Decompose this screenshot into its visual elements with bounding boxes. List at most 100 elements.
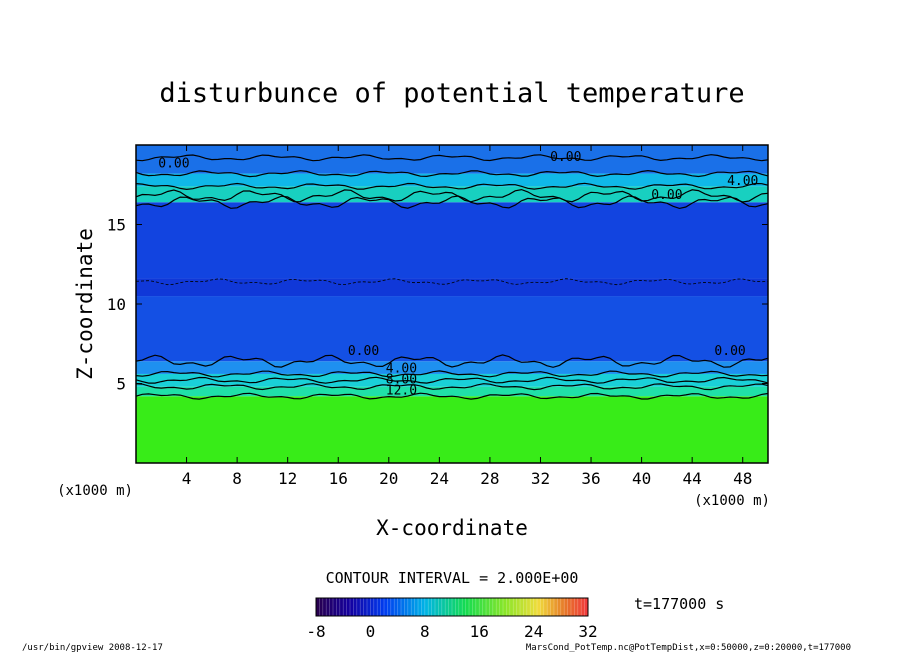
heatmap-layer xyxy=(136,186,768,203)
contour-line xyxy=(135,169,769,178)
colorbar-cell xyxy=(418,598,422,616)
colorbar-cell xyxy=(390,598,395,616)
colorbar-cell xyxy=(401,598,405,616)
colorbar-cell xyxy=(356,598,361,616)
heatmap-layer xyxy=(136,145,768,174)
colorbar-cell xyxy=(377,598,381,616)
contour-line xyxy=(135,354,769,368)
x-tick-label: 44 xyxy=(683,469,702,488)
contour-label: 0.00 xyxy=(714,344,745,359)
colorbar-cell xyxy=(530,598,534,616)
colorbar-cell xyxy=(329,598,334,616)
colorbar-cell xyxy=(414,598,419,616)
y-tick-label: 10 xyxy=(107,295,126,314)
colorbar-cell xyxy=(496,598,500,616)
colorbar-cell xyxy=(397,598,402,616)
colorbar-cell xyxy=(509,598,514,616)
colorbar-cell xyxy=(520,598,524,616)
contour-line xyxy=(135,278,769,286)
contour-label: 4.00 xyxy=(386,361,417,376)
colorbar-cell xyxy=(577,598,582,616)
colorbar-cell xyxy=(333,598,337,616)
colorbar-cell xyxy=(353,598,358,616)
colorbar-cell xyxy=(516,598,521,616)
x-unit-left: (x1000 m) xyxy=(57,483,133,499)
colorbar-cell xyxy=(384,598,388,616)
colorbar-cell xyxy=(533,598,538,616)
colorbar-cell xyxy=(547,598,551,616)
colorbar-cell xyxy=(475,598,480,616)
contour-line xyxy=(135,195,769,210)
contour-interval-label: CONTOUR INTERVAL = 2.000E+00 xyxy=(326,569,579,587)
contour-label: 0.00 xyxy=(550,150,581,165)
colorbar-cell xyxy=(404,598,409,616)
colorbar-tick-label: 32 xyxy=(578,622,597,641)
colorbar-tick-label: 16 xyxy=(470,622,489,641)
heatmap-layer xyxy=(136,173,768,187)
colorbar-cell xyxy=(489,598,494,616)
contour-label: 8.00 xyxy=(386,373,417,388)
colorbar-ticks: -8 0 8 16 24 32 xyxy=(306,622,597,641)
x-tick-label: 36 xyxy=(581,469,600,488)
contour-line xyxy=(135,188,769,203)
contour-line xyxy=(135,383,769,391)
colorbar-cell xyxy=(343,598,347,616)
colorbar-cell xyxy=(584,598,589,616)
colorbar-cell xyxy=(387,598,392,616)
colorbar-frame xyxy=(315,597,589,617)
colorbar-cell xyxy=(557,598,562,616)
colorbar-cell xyxy=(479,598,483,616)
x-tick-label: 32 xyxy=(531,469,550,488)
contour-line xyxy=(135,154,769,162)
colorbar-tick-label: -8 xyxy=(306,622,325,641)
x-tick-label: 8 xyxy=(232,469,242,488)
colorbar-cell xyxy=(360,598,364,616)
colorbar-cell xyxy=(506,598,511,616)
x-axis-title: X-coordinate xyxy=(376,516,528,540)
colorbar-cell xyxy=(424,598,429,616)
colorbar-cell xyxy=(472,598,477,616)
colorbar-cell xyxy=(567,598,572,616)
chart-title: disturbunce of potential temperature xyxy=(159,78,744,109)
colorbar-cell xyxy=(550,598,555,616)
colorbar-cell xyxy=(503,598,507,616)
colorbar-cell xyxy=(492,598,497,616)
colorbar-cell xyxy=(346,598,351,616)
footer-left: /usr/bin/gpview 2008-12-17 xyxy=(22,643,163,653)
colorbar-cell xyxy=(380,598,385,616)
colorbar-cell xyxy=(462,598,466,616)
colorbar-cell xyxy=(465,598,470,616)
colorbar-cell xyxy=(513,598,517,616)
colorbar-cell xyxy=(421,598,426,616)
colorbar-cell xyxy=(455,598,460,616)
colorbar-cell xyxy=(543,598,548,616)
colorbar-cell xyxy=(438,598,443,616)
colorbar-cell xyxy=(458,598,463,616)
contour-label: 4.00 xyxy=(727,174,758,189)
heatmap-layer xyxy=(136,278,768,297)
colorbar-cell xyxy=(452,598,456,616)
contour-line xyxy=(135,370,769,378)
colorbar-cell xyxy=(571,598,575,616)
colorbar-cell xyxy=(560,598,565,616)
colorbar xyxy=(315,598,589,616)
colorbar-cell xyxy=(411,598,415,616)
y-axis-title: Z-coordinate xyxy=(73,228,97,380)
colorbar-cell xyxy=(526,598,531,616)
time-label: t=177000 s xyxy=(634,595,724,613)
colorbar-cell xyxy=(431,598,436,616)
contour-label: 0.00 xyxy=(651,188,682,203)
x-tick-label: 40 xyxy=(632,469,651,488)
contour-line xyxy=(135,392,769,400)
colorbar-cell xyxy=(322,598,327,616)
x-tick-label: 16 xyxy=(329,469,348,488)
contour-label: 0.00 xyxy=(348,344,379,359)
colorbar-cell xyxy=(574,598,579,616)
colorbar-tick-label: 8 xyxy=(420,622,430,641)
colorbar-cell xyxy=(469,598,473,616)
colorbar-cell xyxy=(350,598,354,616)
heatmap-layer xyxy=(136,373,768,387)
colorbar-cell xyxy=(482,598,487,616)
x-tick-label: 20 xyxy=(379,469,398,488)
